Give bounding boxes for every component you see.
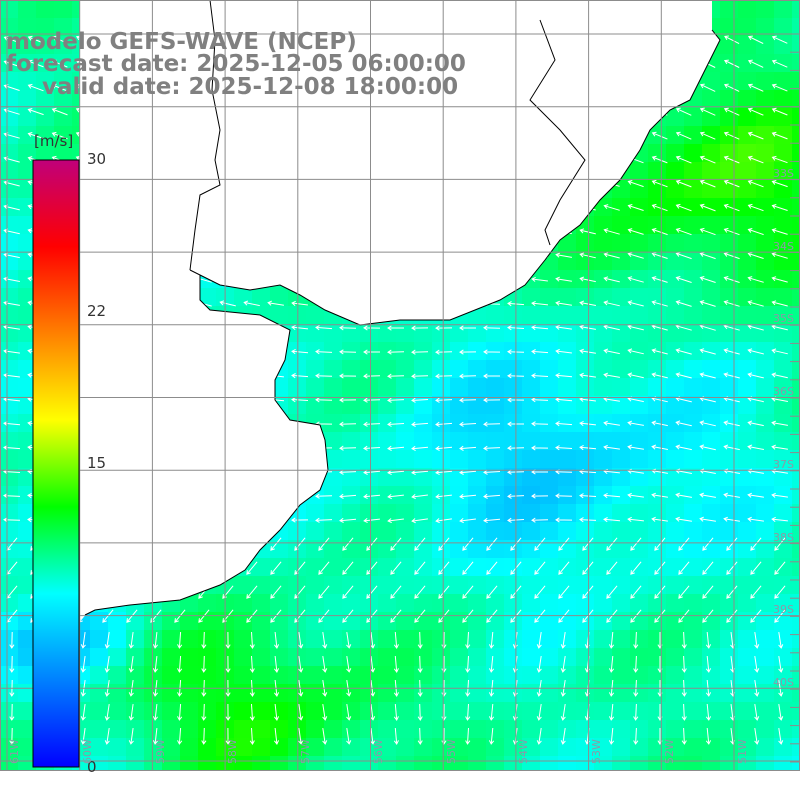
lon-label-57w: 57W	[299, 739, 312, 764]
lon-label-51w: 51W	[736, 739, 749, 764]
colorbar-tick-22: 22	[87, 302, 107, 320]
lon-label-60w: 60W	[81, 739, 94, 764]
colorbar-tick-0: 0	[87, 758, 97, 776]
lat-label-35s: 35S	[773, 312, 794, 325]
lat-label-36s: 36S	[773, 385, 794, 398]
lat-label-33s: 33S	[773, 167, 794, 180]
lat-label-38s: 38S	[773, 531, 794, 544]
colorbar-tick-30: 30	[87, 150, 107, 168]
coastline-line	[84, 29, 721, 616]
lon-label-61w: 61W	[8, 739, 21, 764]
lon-label-58w: 58W	[226, 739, 239, 764]
lon-label-59w: 59W	[154, 739, 167, 764]
forecast-date: forecast date: 2025-12-05 06:00:00	[6, 51, 466, 77]
lon-label-55w: 55W	[445, 739, 458, 764]
valid-date: valid date: 2025-12-08 18:00:00	[42, 74, 459, 100]
lat-lon-grid	[0, 0, 800, 771]
coastline	[84, 0, 721, 616]
lat-label-34s: 34S	[773, 240, 794, 253]
lon-label-53w: 53W	[590, 739, 603, 764]
lat-label-39s: 39S	[773, 603, 794, 616]
country-border	[189, 0, 586, 271]
colorbar-tick-15: 15	[87, 454, 107, 472]
lat-label-40s: 40S	[773, 676, 794, 689]
lat-label-37s: 37S	[773, 458, 794, 471]
land-area	[80, 0, 720, 620]
land-mask	[80, 0, 720, 620]
model-title: modelo GEFS-WAVE (NCEP)	[6, 29, 357, 55]
lon-label-54w: 54W	[517, 739, 530, 764]
colorbar-unit: [m/s]	[34, 132, 74, 150]
lon-label-52w: 52W	[663, 739, 676, 764]
lon-label-56w: 56W	[372, 739, 385, 764]
